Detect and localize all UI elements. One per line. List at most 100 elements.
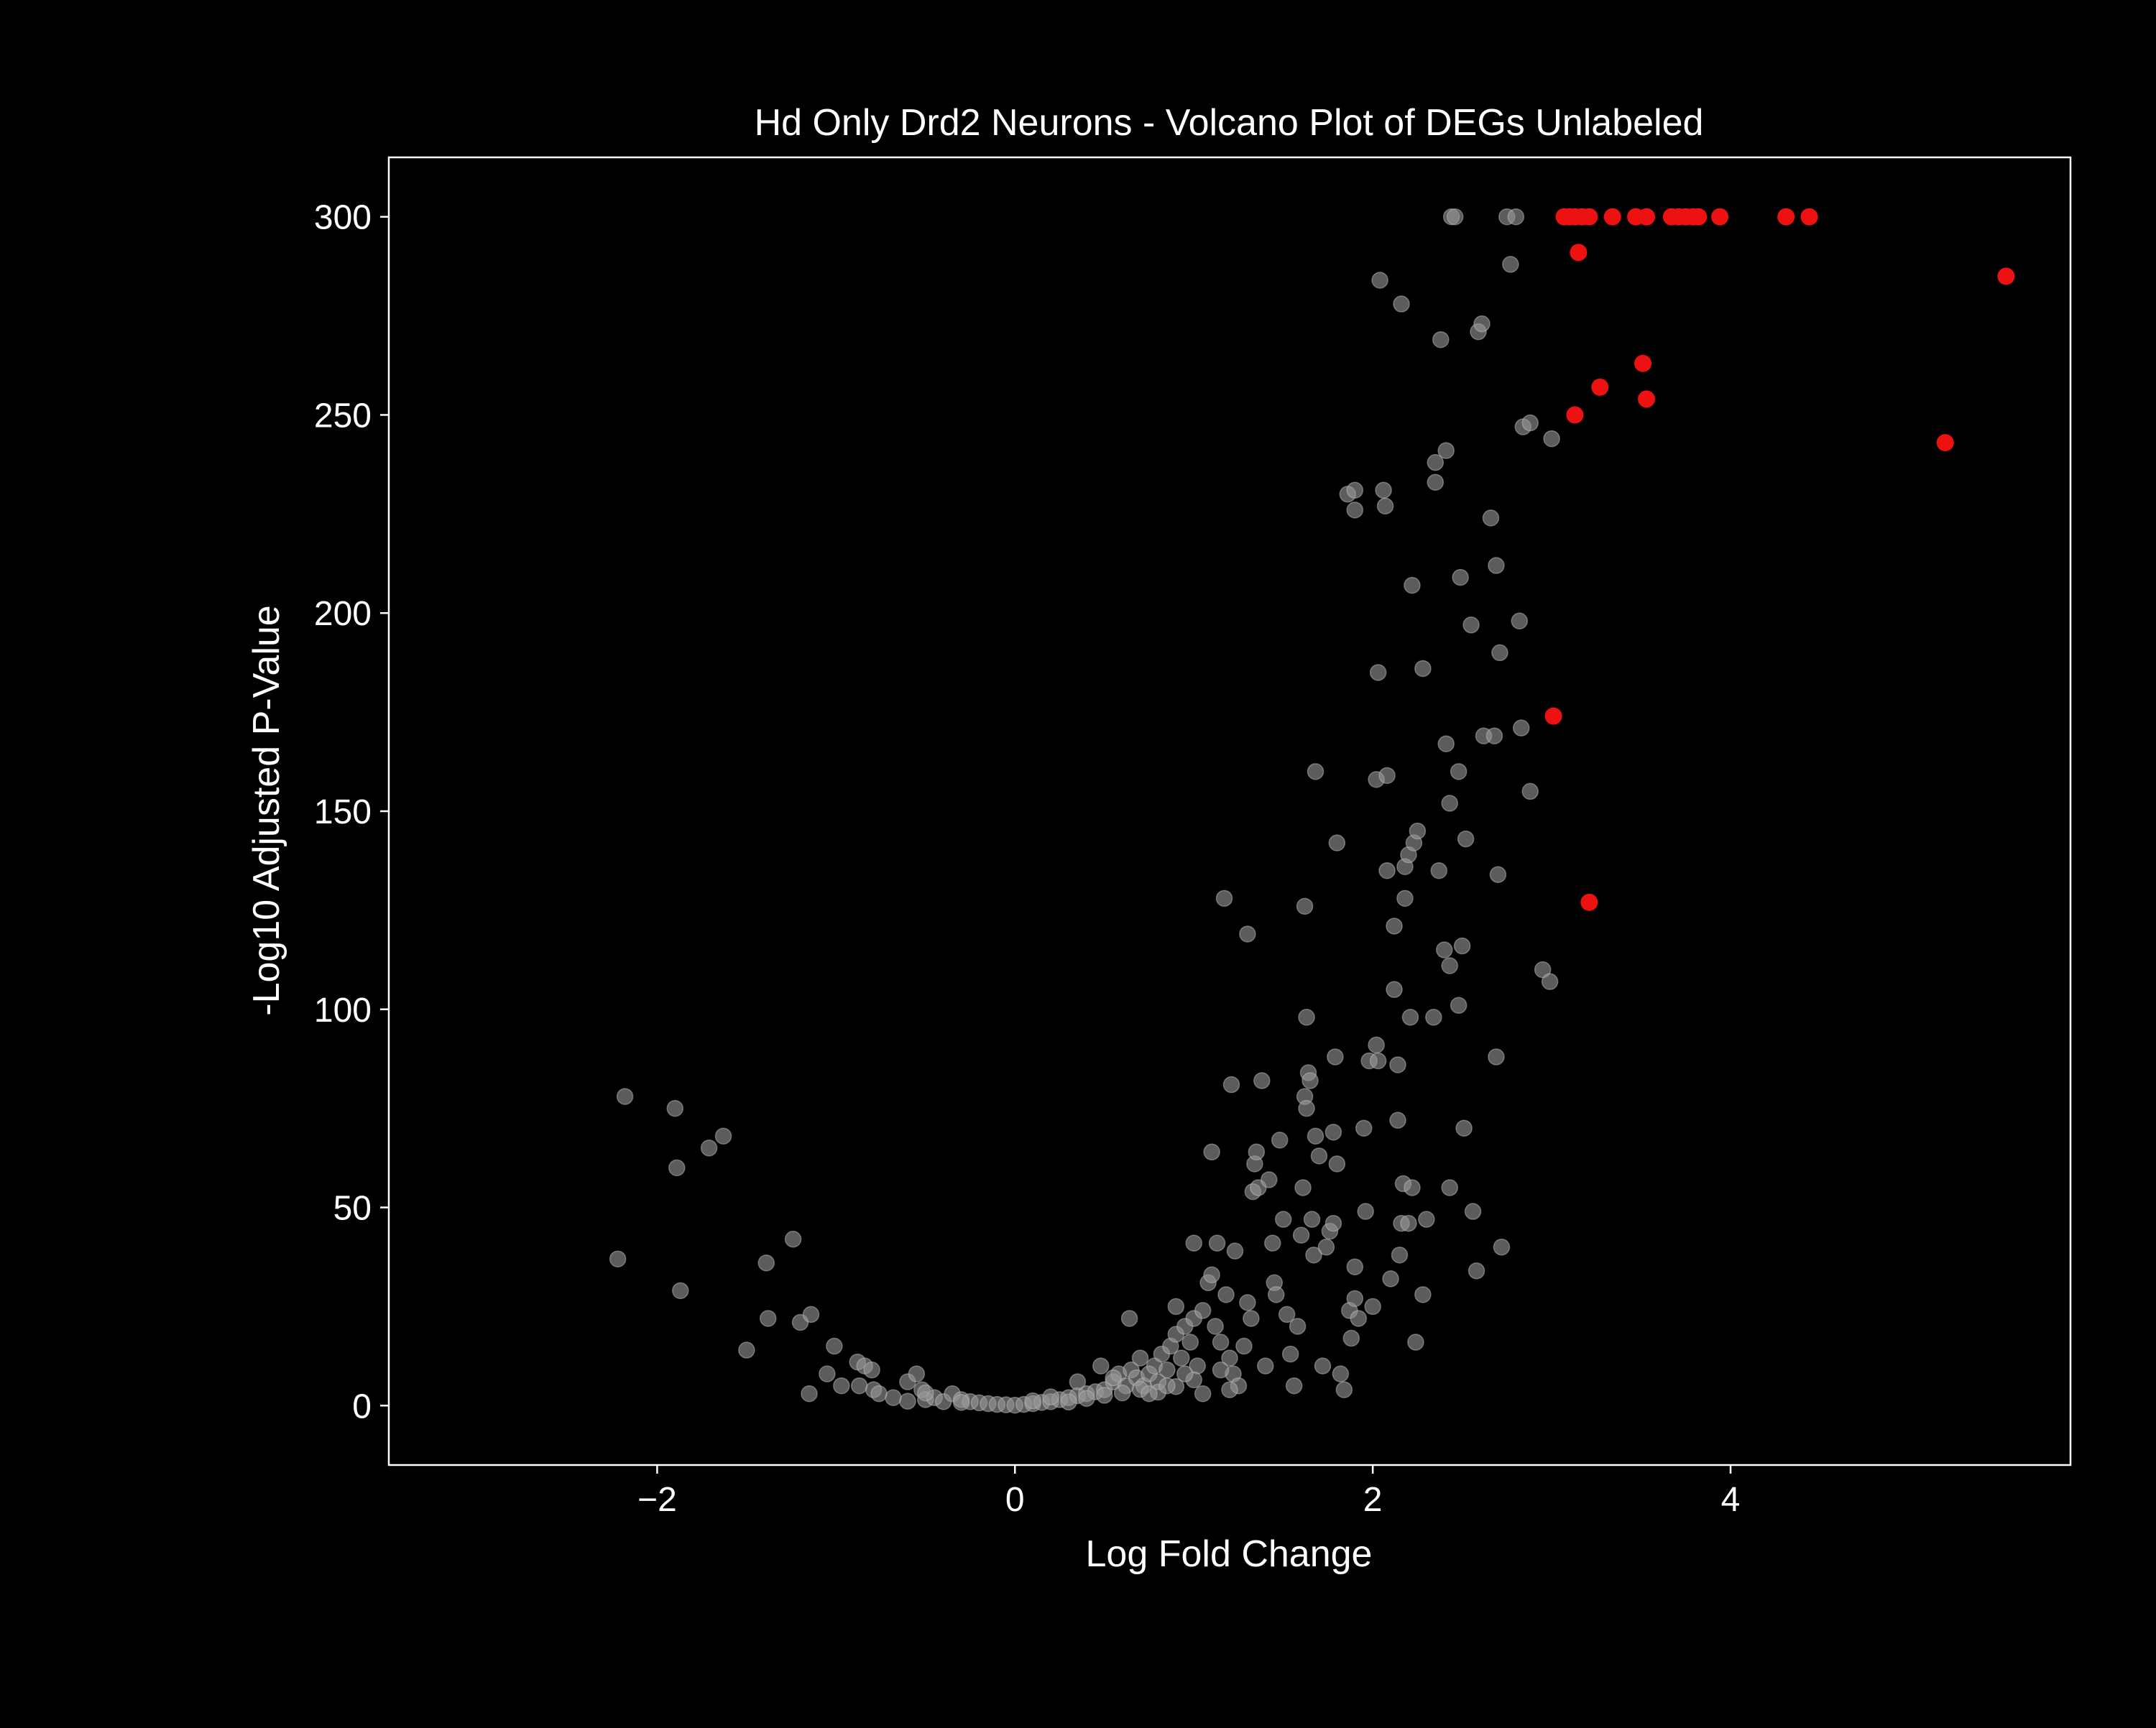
significant-point [1638,390,1656,408]
data-point [1375,481,1392,499]
y-tick-label: 150 [314,793,372,831]
data-point [1328,834,1346,851]
data-point [1364,1298,1381,1316]
data-point [1208,1234,1226,1252]
data-point [616,1088,634,1105]
data-point [1457,830,1475,848]
data-point [1404,576,1421,594]
data-point [1488,1048,1505,1066]
data-point [784,1230,802,1248]
data-point [1502,256,1519,273]
data-point [1221,1381,1238,1398]
data-point [1393,295,1410,313]
data-point [1307,763,1325,780]
data-point [952,1394,970,1411]
data-point [1452,568,1469,586]
data-point [1425,1009,1442,1026]
data-point [1427,453,1445,471]
data-point [1357,1203,1374,1220]
significant-point [1634,354,1652,372]
data-point [1396,890,1414,907]
data-point [1167,1298,1185,1316]
data-point [1386,918,1403,935]
data-point [1332,1365,1350,1382]
significant-point [1800,208,1818,226]
significant-point [1638,208,1656,226]
data-point [1222,1076,1240,1094]
data-point [1289,1318,1307,1335]
data-point [1488,557,1505,574]
data-point [1113,1384,1131,1402]
data-point [1325,1214,1342,1232]
data-point [1239,925,1256,943]
data-point [1468,1262,1485,1280]
data-point [1455,1119,1473,1137]
y-tick-label: 50 [333,1190,372,1228]
y-tick-label: 200 [314,595,372,633]
nonsignificant-points [609,208,1560,1414]
data-point [1285,1377,1303,1395]
data-point [666,1099,684,1117]
data-point [1446,208,1464,226]
data-point [1521,414,1539,432]
data-point [1302,1072,1319,1089]
data-point [1253,1072,1271,1089]
data-point [1541,973,1559,990]
data-point [1131,1349,1149,1367]
data-point [1307,1127,1325,1145]
data-point [1485,727,1503,744]
data-point [1346,1258,1364,1275]
data-point [1491,644,1508,662]
data-point [1226,1242,1244,1260]
data-point [1078,1390,1095,1408]
data-point [1024,1392,1041,1410]
data-point [1391,1246,1409,1264]
data-point [826,1337,843,1355]
significant-point [1580,893,1598,911]
data-point [1350,1310,1367,1327]
data-point [609,1250,627,1267]
y-axis-label: -Log10 Adjusted P-Value [246,605,287,1015]
significant-point [1603,208,1621,226]
data-point [802,1306,820,1323]
data-point [1435,941,1453,958]
data-point [1105,1369,1122,1387]
data-point [1409,822,1427,840]
data-point [1401,1009,1419,1026]
data-point [759,1310,777,1327]
data-point [1185,1234,1202,1252]
data-point [1327,1048,1344,1066]
data-point [1298,1009,1315,1026]
data-point [1376,497,1394,515]
data-point [819,1365,836,1382]
data-point [668,1159,686,1177]
data-point [1274,1211,1292,1228]
data-point [1437,735,1455,752]
data-point [1173,1349,1190,1367]
data-point [1298,1099,1315,1117]
y-tick-label: 250 [314,397,372,435]
data-point [1181,1334,1199,1351]
data-point [1305,1246,1322,1264]
x-tick-label: 2 [1363,1481,1383,1519]
x-axis-label: Log Fold Change [1086,1533,1373,1575]
data-point [1120,1310,1138,1327]
significant-point [1544,707,1562,725]
data-point [1158,1377,1176,1395]
data-point [1212,1361,1230,1379]
data-point [1221,1349,1238,1367]
data-point [757,1254,775,1272]
data-point [1507,208,1525,226]
data-point [1450,997,1468,1014]
data-point [1407,1334,1424,1351]
data-point [1296,897,1314,915]
significant-points [1544,208,2015,911]
y-tick-label: 300 [314,199,372,237]
data-point [899,1392,916,1410]
data-point [1203,1143,1220,1161]
chart-title: Hd Only Drd2 Neurons - Volcano Plot of D… [755,102,1704,144]
data-point [1464,1203,1482,1220]
data-point [1235,1337,1253,1355]
